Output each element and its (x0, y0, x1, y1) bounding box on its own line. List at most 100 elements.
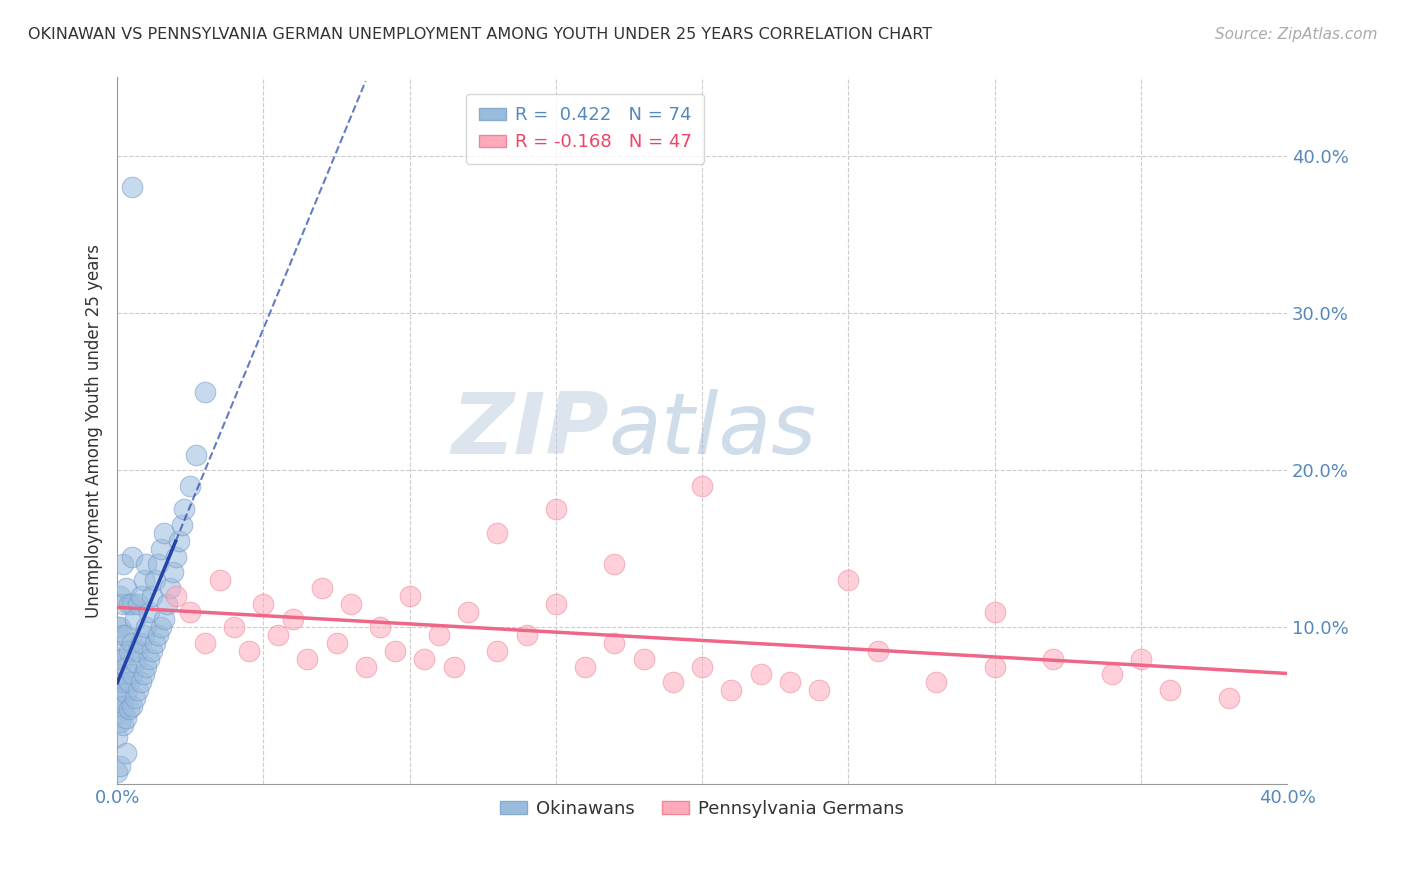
Text: OKINAWAN VS PENNSYLVANIA GERMAN UNEMPLOYMENT AMONG YOUTH UNDER 25 YEARS CORRELAT: OKINAWAN VS PENNSYLVANIA GERMAN UNEMPLOY… (28, 27, 932, 42)
Point (132, 667, 155, 681)
Point (112, 675, 135, 690)
Point (281, 612, 304, 626)
Point (267, 628, 290, 642)
Point (124, 612, 146, 626)
Point (384, 644, 406, 658)
Point (108, 667, 131, 681)
Point (486, 526, 509, 541)
Point (252, 597, 274, 611)
Point (1159, 683, 1181, 698)
Point (135, 558, 157, 572)
Point (297, 652, 319, 666)
Point (165, 589, 187, 603)
Point (150, 541, 173, 556)
Point (443, 659, 465, 673)
Point (127, 644, 149, 658)
Point (132, 628, 155, 642)
Point (574, 659, 596, 673)
Point (544, 597, 567, 611)
Point (173, 502, 195, 516)
Point (866, 644, 889, 658)
Point (925, 675, 948, 690)
Point (208, 573, 231, 587)
Point (516, 628, 538, 642)
Point (108, 620, 131, 634)
Point (224, 620, 246, 634)
Point (186, 448, 208, 462)
Point (112, 698, 135, 713)
Point (150, 620, 173, 634)
Point (108, 589, 131, 603)
Point (112, 628, 135, 642)
Point (124, 655, 146, 669)
Point (457, 605, 479, 619)
Point (720, 683, 742, 698)
Point (112, 717, 135, 731)
Point (340, 597, 363, 611)
Point (112, 652, 135, 666)
Point (662, 675, 685, 690)
Point (105, 706, 128, 721)
Point (105, 731, 128, 745)
Point (121, 667, 143, 681)
Point (138, 652, 160, 666)
Point (112, 597, 135, 611)
Point (413, 652, 436, 666)
Point (983, 605, 1005, 619)
Point (1129, 652, 1152, 666)
Point (121, 698, 143, 713)
Point (105, 764, 128, 779)
Y-axis label: Unemployment Among Youth under 25 years: Unemployment Among Youth under 25 years (86, 244, 103, 618)
Point (118, 644, 141, 658)
Point (143, 573, 166, 587)
Point (121, 180, 143, 194)
Text: Source: ZipAtlas.com: Source: ZipAtlas.com (1215, 27, 1378, 42)
Point (124, 691, 146, 706)
Point (311, 581, 333, 595)
Point (779, 675, 801, 690)
Point (118, 597, 141, 611)
Point (121, 636, 143, 650)
Point (325, 636, 347, 650)
Point (135, 620, 157, 634)
Point (238, 644, 260, 658)
Point (1218, 691, 1240, 706)
Point (141, 589, 163, 603)
Point (127, 597, 149, 611)
Point (115, 686, 138, 700)
Point (108, 644, 131, 658)
Point (127, 683, 149, 698)
Point (837, 573, 859, 587)
Point (690, 479, 713, 493)
Point (603, 558, 626, 572)
Point (118, 702, 141, 716)
Text: ZIP: ZIP (451, 390, 609, 473)
Point (427, 628, 450, 642)
Point (105, 652, 128, 666)
Point (194, 636, 217, 650)
Point (129, 589, 152, 603)
Point (179, 479, 201, 493)
Point (108, 691, 131, 706)
Point (749, 667, 772, 681)
Point (162, 566, 184, 580)
Point (105, 675, 128, 690)
Point (143, 636, 166, 650)
Point (170, 518, 193, 533)
Point (108, 714, 131, 729)
Point (153, 612, 176, 626)
Point (108, 758, 131, 772)
Point (105, 691, 128, 706)
Point (141, 644, 163, 658)
Point (115, 581, 138, 595)
Point (129, 636, 152, 650)
Point (156, 597, 179, 611)
Point (153, 526, 176, 541)
Point (194, 384, 217, 399)
Point (121, 549, 143, 564)
Point (129, 675, 152, 690)
Point (179, 605, 201, 619)
Point (135, 659, 157, 673)
Point (118, 675, 141, 690)
Point (112, 558, 135, 572)
